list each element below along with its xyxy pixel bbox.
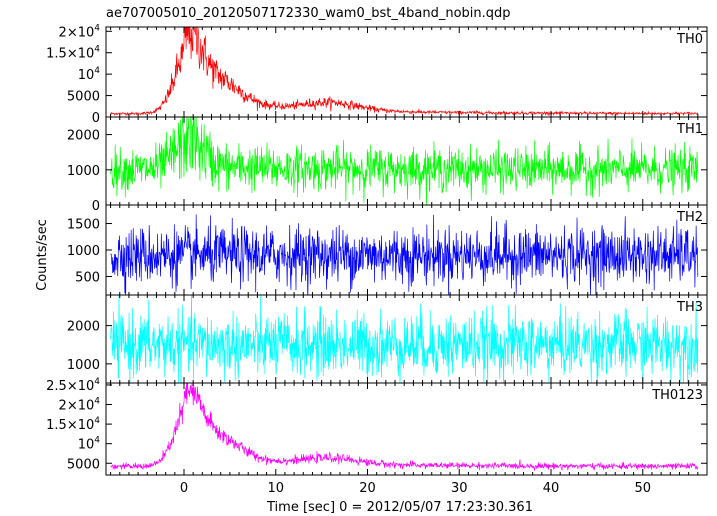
x-tick-label: 20: [359, 481, 376, 496]
y-axis-label: Counts/sec: [35, 219, 50, 291]
y-tick-label: 5000: [67, 90, 100, 105]
panel-label-th0: TH0: [676, 32, 703, 47]
panel-th1: 0 1000 2000 TH1: [67, 116, 708, 214]
panel-label-th1: TH1: [676, 122, 703, 137]
y-tick-label: 1000: [67, 244, 100, 259]
panel-label-th3: TH3: [676, 300, 703, 315]
series-th3: [110, 295, 699, 383]
panel-th0123: 5000 104 1.5×104 2×104 2.5×104 TH0123: [46, 377, 708, 476]
x-axis-label: Time [sec] 0 = 2012/05/07 17:23:30.361: [266, 500, 533, 515]
y-tick-label: 2000: [67, 320, 100, 335]
y-tick-label: 2×104: [59, 397, 101, 414]
panels: 0 5000 104 1.5×104 2×104 TH0 0 1000 2000 TH1 500 10…: [46, 23, 708, 476]
panel-x-ticks: [110, 383, 708, 475]
y-tick-label: 1500: [67, 218, 100, 233]
series-th0: [110, 27, 699, 117]
y-tick-label: 1000: [67, 358, 100, 373]
x-tick-label: 0: [180, 481, 188, 496]
y-tick-label: 2×104: [59, 23, 101, 40]
x-tick-label: 30: [451, 481, 468, 496]
y-tick-label: 104: [78, 66, 101, 83]
y-tick-label: 104: [78, 436, 101, 453]
x-tick-label: 40: [543, 481, 560, 496]
y-tick-label: 2.5×104: [46, 377, 100, 394]
panel-frame: [105, 382, 708, 476]
chart-title: ae707005010_20120507172330_wam0_bst_4ban…: [106, 6, 511, 21]
series-th2: [110, 214, 699, 295]
panel-x-ticks: [110, 295, 708, 383]
panel-label-th0123: TH0123: [651, 388, 703, 403]
y-tick-label: 1000: [67, 164, 100, 179]
y-tick-label: 1.5×104: [46, 416, 100, 433]
x-tick-label: 50: [634, 481, 651, 496]
y-tick-label: 500: [75, 270, 100, 285]
y-tick-label: 2000: [67, 129, 100, 144]
x-tick-label: 10: [267, 481, 284, 496]
series-th0123: [110, 383, 699, 472]
panel-th3: 1000 2000 TH3: [67, 294, 708, 384]
x-axis: 0 10 20 30 40 50: [180, 481, 651, 496]
panel-label-th2: TH2: [676, 210, 703, 225]
series-th1: [110, 117, 699, 205]
y-tick-label: 0: [92, 199, 100, 214]
panel-x-ticks: [110, 205, 708, 295]
y-tick-label: 5000: [67, 457, 100, 472]
panel-th2: 500 1000 1500 TH2: [67, 204, 708, 296]
panel-x-ticks: [110, 27, 708, 117]
y-tick-label: 0: [92, 111, 100, 126]
y-tick-label: 1.5×104: [46, 45, 100, 62]
